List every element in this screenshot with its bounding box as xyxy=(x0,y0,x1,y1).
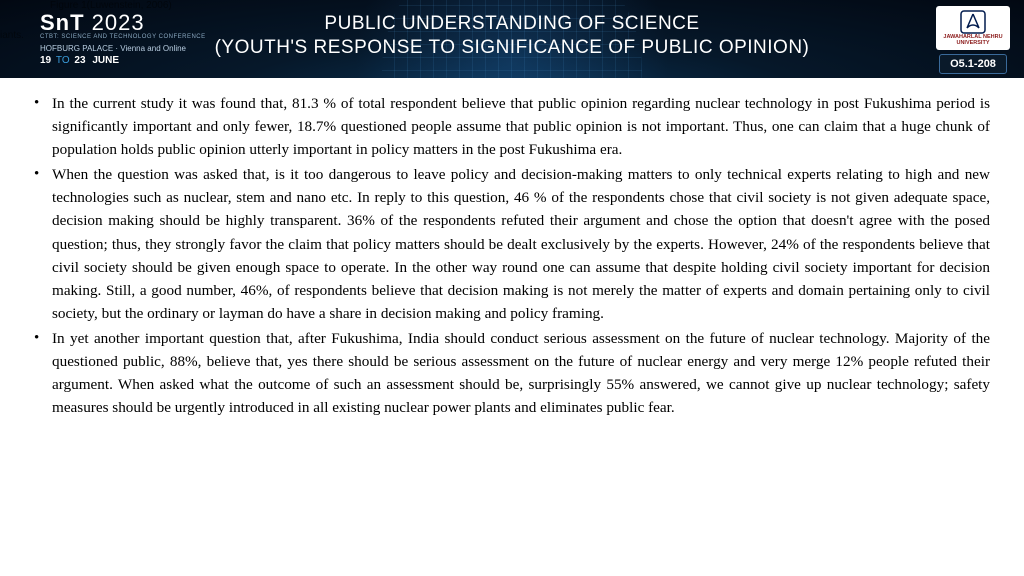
university-logo: JAWAHARLAL NEHRU UNIVERSITY xyxy=(936,6,1010,50)
date-to: 23 xyxy=(74,55,85,66)
date-month: JUNE xyxy=(88,55,119,66)
university-name: JAWAHARLAL NEHRU UNIVERSITY xyxy=(938,35,1008,46)
slide-content: In the current study it was found that, … xyxy=(0,78,1024,431)
background-left-text: iants. xyxy=(0,30,24,41)
session-code-badge: O5.1-208 xyxy=(939,54,1007,74)
bullet-list: In the current study it was found that, … xyxy=(34,92,990,419)
bullet-item: When the question was asked that, is it … xyxy=(34,163,990,325)
header-right-block: JAWAHARLAL NEHRU UNIVERSITY O5.1-208 xyxy=(936,6,1010,74)
slide-header: Figure 1(Luwenstein, 2006) iants. SnT 20… xyxy=(0,0,1024,78)
jnu-logo-icon xyxy=(960,10,986,34)
slide-title-line2: (YOUTH'S RESPONSE TO SIGNIFICANCE OF PUB… xyxy=(162,36,862,60)
bullet-item: In the current study it was found that, … xyxy=(34,92,990,161)
slide-title-block: PUBLIC UNDERSTANDING OF SCIENCE (YOUTH'S… xyxy=(162,12,862,60)
slide-title-line1: PUBLIC UNDERSTANDING OF SCIENCE xyxy=(162,12,862,36)
bullet-item: In yet another important question that, … xyxy=(34,327,990,419)
date-connector: TO xyxy=(54,55,72,66)
date-from: 19 xyxy=(40,55,51,66)
